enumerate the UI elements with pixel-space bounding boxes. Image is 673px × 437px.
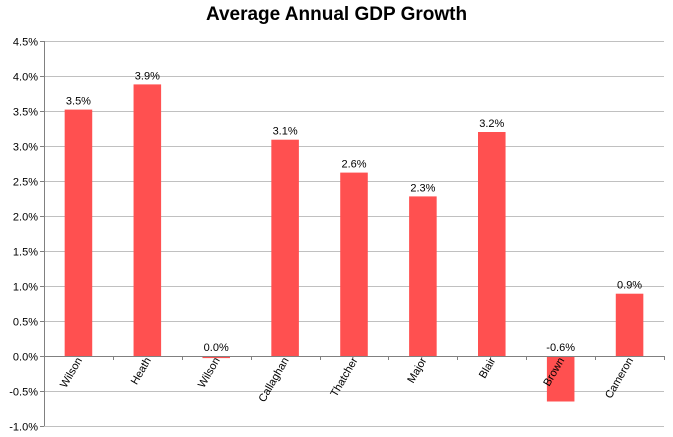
bar-major [409, 196, 437, 356]
y-tick-label: 4.0% [13, 72, 38, 84]
y-tick-label: 4.5% [13, 37, 38, 49]
bar-wilson [202, 356, 230, 359]
category-label: Major [405, 355, 429, 385]
data-label: 3.9% [135, 70, 160, 82]
bar-thatcher [340, 172, 368, 356]
axes [40, 41, 665, 427]
y-tick-label: 2.0% [13, 212, 38, 224]
data-label: 2.6% [341, 159, 366, 171]
data-label: 2.3% [410, 182, 435, 194]
bar-heath [133, 84, 162, 357]
bar-blair [478, 132, 506, 356]
y-tick-label: 2.5% [13, 177, 38, 189]
y-tick-label: -1.0% [9, 422, 38, 434]
bar-callaghan [271, 139, 299, 356]
labels: -1.0% -0.5% 0.0% 0.5% 1.0% 1.5% 2.0% 2.5% 3.0% 3.… [9, 37, 642, 434]
category-label: Callaghan [257, 356, 292, 405]
data-label: 3.1% [273, 126, 298, 138]
category-label: Wilson [196, 356, 223, 391]
category-label: Thatcher [328, 355, 360, 399]
data-label: -0.6% [546, 342, 575, 354]
y-tick-label: 3.5% [13, 107, 38, 119]
data-label: 3.5% [66, 96, 91, 108]
y-tick-label: 1.5% [13, 247, 38, 259]
category-label: Wilson [58, 356, 85, 391]
bar-cameron [615, 293, 644, 356]
y-tick-label: 3.0% [13, 142, 38, 154]
data-label: 3.2% [479, 118, 504, 130]
bar-wilson [64, 109, 93, 356]
bars [64, 84, 644, 402]
chart-title: Average Annual GDP Growth [205, 4, 468, 25]
y-tick-label: 0.5% [13, 317, 38, 329]
category-label: Blair [477, 355, 499, 380]
y-tick-label: 1.0% [13, 282, 38, 294]
category-label: Cameron [603, 356, 636, 401]
data-label: 0.0% [204, 342, 229, 354]
category-label: Heath [129, 356, 154, 387]
data-label: 0.9% [617, 280, 642, 292]
bar-brown [546, 356, 575, 402]
y-tick-label: 0.0% [13, 352, 38, 364]
y-tick-label: -0.5% [9, 387, 38, 399]
